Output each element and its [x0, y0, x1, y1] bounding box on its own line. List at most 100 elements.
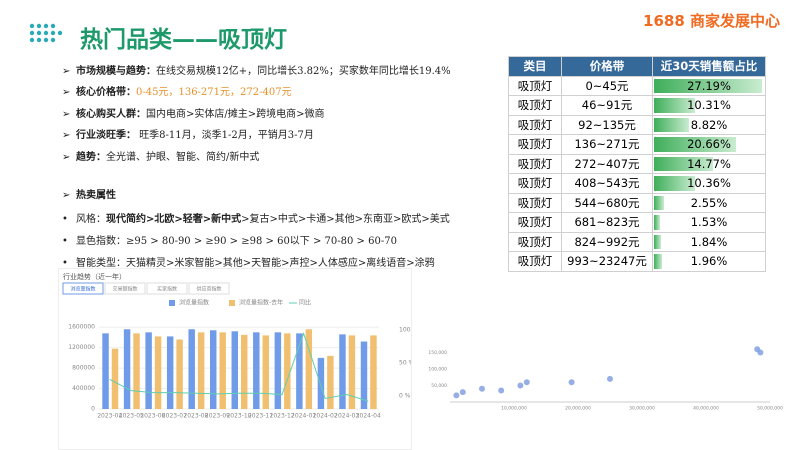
- tab[interactable]: [104, 282, 146, 295]
- point: [607, 375, 613, 382]
- point: [568, 379, 575, 386]
- tab-label[interactable]: 买家指数: [157, 286, 177, 293]
- section-head: ➢ 热卖属性: [62, 186, 116, 201]
- point: [453, 392, 460, 399]
- bullet-line: ➢ 行业淡旺季： 旺季8-11月，淡季1-2月，平销月3-7月: [62, 126, 314, 141]
- share-label: 10.31%: [687, 98, 731, 113]
- bar: [111, 348, 119, 409]
- legend-label: 同比: [299, 299, 311, 307]
- bullet-line: ➢ 核心价格带：0-45元，136-271元，272-407元: [62, 83, 292, 98]
- tab-label[interactable]: 交易额指数: [112, 286, 137, 293]
- attr-label: 显色指数：: [76, 236, 126, 247]
- bullet-label: 市场规模与趋势：: [76, 66, 156, 77]
- share-label: 1.84%: [690, 234, 728, 249]
- row: 吸顶灯 272~407元 14.77%: [508, 153, 766, 174]
- share-label: 14.77%: [687, 156, 731, 171]
- line: [109, 331, 369, 402]
- share-cell: 1.96%: [652, 251, 766, 272]
- marker: •: [62, 236, 68, 247]
- row: 吸顶灯 824~992元 1.84%: [508, 231, 766, 252]
- x-tick-label: 2023-11: [248, 413, 273, 420]
- point: [517, 382, 524, 389]
- tab-label[interactable]: 浏览量指数: [70, 286, 95, 293]
- header-row: 类目 价格带 近30天销售额占比: [508, 56, 766, 77]
- bullet-line: ➢ 市场规模与趋势：在线交易规模12亿+，同比增长3.82%；买家数年同比增长19…: [62, 62, 451, 77]
- share-cell: 2.55%: [652, 192, 766, 213]
- bullet-text: 全光谱、护眼、智能、简约/新中式: [106, 152, 260, 163]
- bullet-line: ➢ 核心购买人群：国内电商>实体店/摊主>跨境电商>微商: [62, 105, 325, 120]
- header-cell: 近30天销售额占比: [652, 56, 766, 77]
- title: 热门品类——吸顶灯: [80, 27, 287, 53]
- bullet-text: 旺季8-11月，淡季1-2月，平销月3-7月: [136, 130, 314, 141]
- share-cell: 1.53%: [652, 212, 766, 233]
- y-tick-label: 1200000: [68, 344, 95, 351]
- share-cell: 8.82%: [652, 114, 766, 135]
- bar: [262, 335, 269, 409]
- bar: [145, 332, 152, 409]
- bar: [241, 334, 248, 409]
- tab[interactable]: [62, 282, 104, 295]
- tab[interactable]: [146, 282, 188, 295]
- marker: ➢: [62, 152, 71, 163]
- cell: 吸顶灯: [508, 212, 562, 233]
- bullet-text: 0-45元，136-271元，272-407元: [136, 87, 292, 98]
- share-bar: [654, 176, 696, 191]
- bullet-label: 核心价格带：: [76, 87, 136, 98]
- table-wrap: 类目 价格带 近30天销售额占比 吸顶灯 0~45元 27.19% 吸顶灯 46~91元 10.…: [508, 56, 766, 272]
- row: 吸顶灯 681~823元 1.53%: [508, 212, 766, 233]
- y-tick-label: 800000: [72, 365, 95, 372]
- bar: [360, 341, 368, 409]
- share-cell: 27.19%: [652, 75, 766, 96]
- x-tick-label: 2024-03: [334, 413, 359, 420]
- scatter-chart: 10,000,000 20,000,000 30,000,000 40,000,000…: [420, 322, 790, 414]
- row: 吸顶灯 46~91元 10.31%: [508, 95, 766, 116]
- share-label: 10.36%: [687, 176, 731, 191]
- logo: 1688 商家发展中心: [643, 12, 780, 30]
- tab-label[interactable]: 供应商指数: [196, 286, 221, 293]
- bar: [219, 332, 226, 409]
- cell: 136~271元: [561, 134, 653, 155]
- share-bar: [654, 98, 695, 113]
- y-tick-label: 100,000: [428, 367, 447, 373]
- bar: [210, 330, 217, 409]
- marker: ➢: [62, 190, 71, 201]
- y2-tick-label: 0 %: [399, 392, 411, 399]
- x-tick-label: 2023-04: [97, 413, 122, 420]
- x-tick-label: 2024-02: [313, 413, 338, 420]
- attr-label: 智能类型：: [76, 258, 126, 269]
- cell: 吸顶灯: [508, 95, 562, 116]
- cell: 吸顶灯: [508, 192, 562, 213]
- marker: ➢: [62, 109, 71, 120]
- marker: ➢: [62, 130, 71, 141]
- attr-label: 风格：: [76, 214, 106, 225]
- bullet-text: 国内电商>实体店/摊主>跨境电商>微商: [146, 109, 325, 120]
- share-bar: [654, 195, 665, 210]
- bullet-label: 行业淡旺季：: [76, 130, 136, 141]
- attr-text: 天猫精灵>米家智能>其他>天智能>声控>人体感应>离线语音>涂鸦: [126, 258, 435, 269]
- bar: [317, 357, 325, 409]
- tab[interactable]: [188, 282, 230, 295]
- x-tick-label: 2024-04: [356, 413, 381, 420]
- share-bar: [654, 254, 662, 269]
- y2-tick-label: 100 %: [399, 327, 412, 334]
- share-cell: 20.66%: [652, 134, 766, 155]
- cell: 92~135元: [561, 114, 653, 135]
- share-label: 20.66%: [687, 137, 731, 152]
- x-tick-label: 2023-09: [205, 413, 230, 420]
- x-tick-label: 40,000,000: [693, 406, 719, 412]
- bar: [253, 332, 260, 409]
- cell: 408~543元: [561, 173, 653, 194]
- attr-line: • 智能类型：天猫精灵>米家智能>其他>天智能>声控>人体感应>离线语音>涂鸦: [62, 254, 435, 269]
- bar: [102, 333, 109, 409]
- x-tick-label: 2023-06: [140, 413, 165, 420]
- bar: [188, 329, 195, 409]
- bullet-label: 趋势：: [76, 152, 106, 163]
- header-cell: 价格带: [561, 56, 653, 77]
- point: [523, 379, 530, 386]
- cell: 吸顶灯: [508, 75, 562, 96]
- row: 吸顶灯 0~45元 27.19%: [508, 75, 766, 96]
- row: 吸顶灯 993~23247元 1.96%: [508, 251, 766, 272]
- attr-text: ≥95 > 80-90 > ≥90 > ≥98 > 60以下 > 70-80 >…: [126, 236, 397, 247]
- share-label: 1.96%: [690, 254, 728, 269]
- chart-title: 行业趋势（近一年）: [63, 272, 126, 281]
